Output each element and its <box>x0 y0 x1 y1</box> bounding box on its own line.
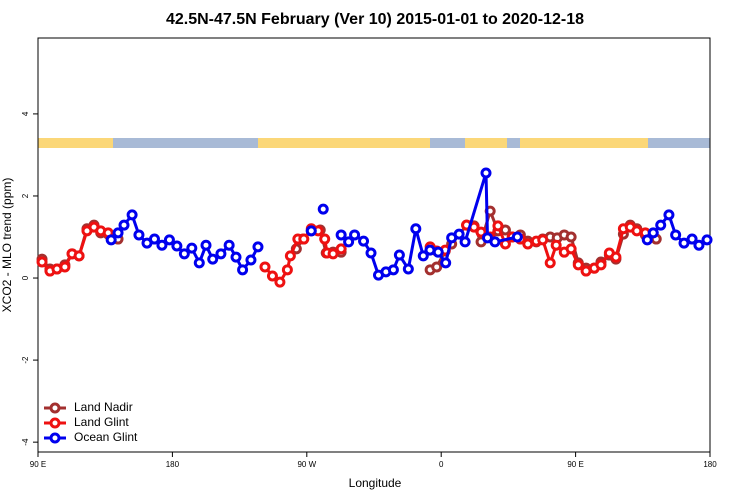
x-tick-label: 0 <box>439 460 444 469</box>
data-point <box>186 242 198 254</box>
y-tick-label: -4 <box>21 438 30 446</box>
data-point <box>670 229 682 241</box>
x-tick-label: 90 W <box>297 460 316 469</box>
data-point <box>631 225 643 237</box>
x-axis-label: Longitude <box>349 476 402 490</box>
data-point <box>171 240 183 252</box>
y-tick-label: 0 <box>21 275 30 280</box>
data-point <box>237 264 249 276</box>
data-point <box>230 251 242 263</box>
data-point <box>59 261 71 273</box>
data-point <box>440 257 452 269</box>
data-point <box>402 263 414 275</box>
data-point <box>298 233 310 245</box>
legend-swatch-point <box>49 432 61 444</box>
data-point <box>492 220 504 232</box>
plot-frame <box>37 37 711 453</box>
data-point <box>178 248 190 260</box>
data-point <box>432 246 444 258</box>
data-point <box>252 241 264 253</box>
legend-label: Land Nadir <box>74 400 133 414</box>
land-ocean-band <box>38 138 710 148</box>
data-point <box>641 234 653 246</box>
data-point <box>327 248 339 260</box>
data-point <box>459 236 471 248</box>
data-point <box>163 234 175 246</box>
x-tick-label: 90 E <box>567 460 583 469</box>
data-point <box>431 261 443 273</box>
x-tick-label: 180 <box>703 460 717 469</box>
data-point <box>693 239 705 251</box>
data-point <box>349 229 361 241</box>
data-point <box>453 228 465 240</box>
data-point <box>36 256 48 268</box>
data-point <box>537 234 549 246</box>
data-point <box>266 270 278 282</box>
chart-title: 42.5N-47.5N February (Ver 10) 2015-01-01… <box>166 11 584 28</box>
data-point <box>475 226 487 238</box>
y-tick-label: 2 <box>21 193 30 198</box>
data-point <box>565 231 577 243</box>
data-point <box>207 253 219 265</box>
data-point <box>281 264 293 276</box>
data-point <box>701 234 713 246</box>
data-point <box>274 276 286 288</box>
data-point <box>550 239 562 251</box>
data-point <box>480 167 492 179</box>
y-tick-label: 4 <box>21 111 30 116</box>
data-point <box>358 235 370 247</box>
data-point <box>284 250 296 262</box>
legend-swatch-point <box>49 417 61 429</box>
data-point <box>112 227 124 239</box>
data-point <box>595 259 607 271</box>
data-point <box>118 219 130 231</box>
data-point <box>544 257 556 269</box>
data-point <box>193 257 205 269</box>
x-tick-label: 90 E <box>30 460 46 469</box>
data-point <box>73 250 85 262</box>
data-point <box>343 236 355 248</box>
data-point <box>305 225 317 237</box>
data-point <box>387 264 399 276</box>
data-point <box>335 229 347 241</box>
data-point <box>200 239 212 251</box>
y-axis-label: XCO2 - MLO trend (ppm) <box>0 178 14 313</box>
data-point <box>245 254 257 266</box>
data-point <box>317 203 329 215</box>
legend-label: Ocean Glint <box>74 430 138 444</box>
data-point <box>215 248 227 260</box>
data-point <box>511 231 523 243</box>
data-point <box>565 243 577 255</box>
data-point <box>489 236 501 248</box>
data-point <box>335 243 347 255</box>
legend-swatch-point <box>49 402 61 414</box>
data-point <box>105 234 117 246</box>
data-point <box>126 209 138 221</box>
data-point <box>522 238 534 250</box>
data-point <box>319 233 331 245</box>
data-point <box>663 209 675 221</box>
data-point <box>655 219 667 231</box>
data-point <box>223 239 235 251</box>
data-point <box>610 251 622 263</box>
legend-label: Land Glint <box>74 415 129 429</box>
data-point <box>686 233 698 245</box>
x-tick-label: 180 <box>166 460 180 469</box>
data-point <box>259 261 271 273</box>
data-point <box>393 249 405 261</box>
data-point <box>365 247 377 259</box>
y-tick-label: -2 <box>21 356 30 364</box>
data-point <box>572 259 584 271</box>
data-point <box>678 237 690 249</box>
data-point <box>156 239 168 251</box>
data-point <box>148 233 160 245</box>
data-point <box>647 227 659 239</box>
data-point <box>133 229 145 241</box>
data-point <box>417 250 429 262</box>
data-point <box>410 223 422 235</box>
